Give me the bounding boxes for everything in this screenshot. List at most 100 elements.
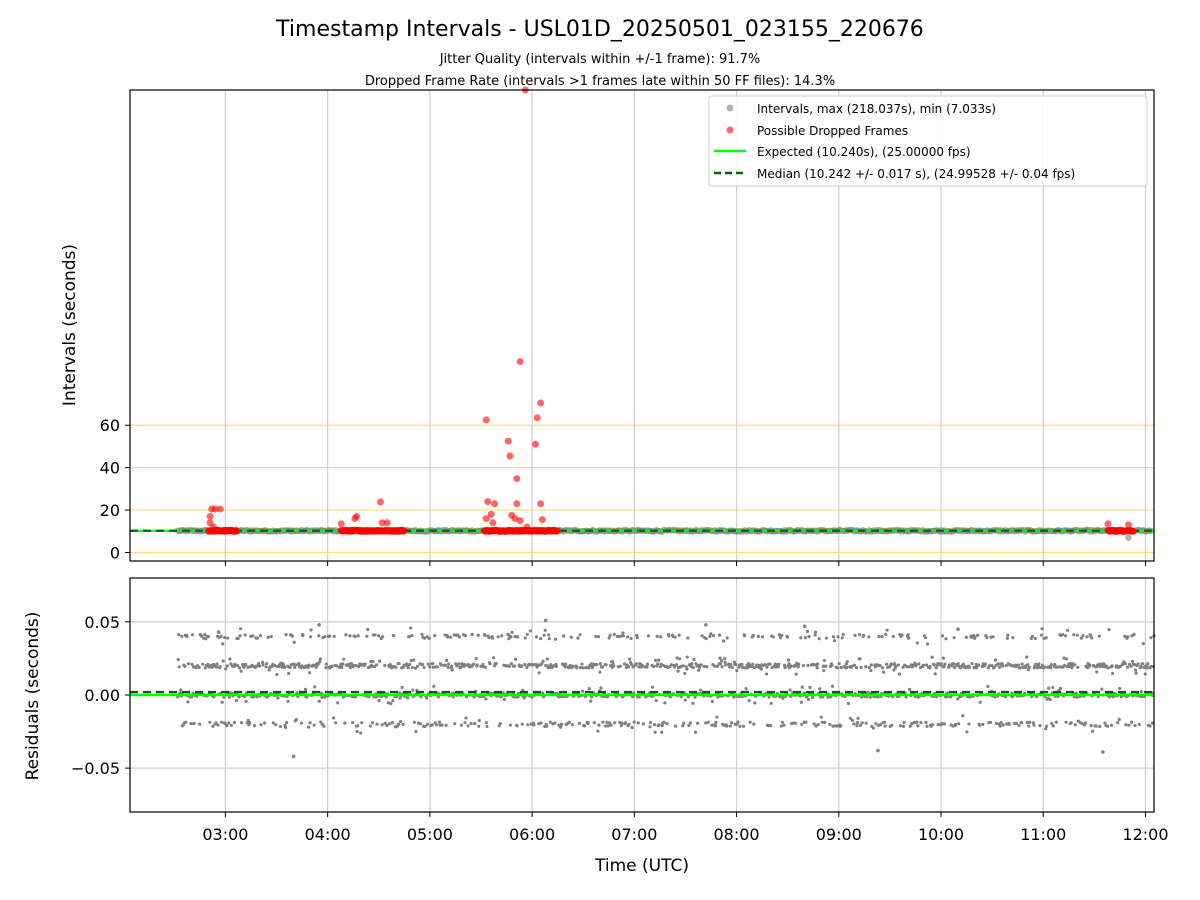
residual-point xyxy=(931,723,935,727)
residual-point xyxy=(299,721,304,725)
residual-point xyxy=(634,662,638,666)
residual-point xyxy=(426,722,430,726)
residual-point xyxy=(496,635,500,639)
residual-point xyxy=(1007,722,1011,726)
residual-point xyxy=(1125,665,1130,669)
residual-point xyxy=(1134,671,1138,675)
residual-point xyxy=(1145,666,1149,670)
residual-point xyxy=(747,699,751,703)
residual-point xyxy=(356,634,360,638)
residual-point xyxy=(341,662,345,666)
residual-point xyxy=(835,666,840,670)
chart-title: Timestamp Intervals - USL01D_20250501_02… xyxy=(275,17,924,42)
residual-point xyxy=(330,664,334,668)
residual-point xyxy=(956,697,960,701)
residual-point xyxy=(850,664,854,668)
residual-point xyxy=(477,724,481,728)
dropped-frame-point xyxy=(513,500,521,508)
residual-point xyxy=(418,722,423,726)
residual-point xyxy=(718,656,722,660)
residual-point xyxy=(629,636,633,641)
residual-point xyxy=(799,700,803,704)
residual-point xyxy=(807,635,811,639)
residual-point xyxy=(947,663,952,667)
residual-point xyxy=(877,634,881,639)
residual-point xyxy=(276,696,280,700)
residual-point xyxy=(218,664,222,669)
residual-point xyxy=(596,729,600,733)
residual-point xyxy=(964,635,969,639)
residual-point xyxy=(1038,665,1043,670)
residual-point xyxy=(375,722,379,726)
residual-point xyxy=(890,723,894,727)
residual-point xyxy=(846,701,850,706)
residual-point xyxy=(227,721,231,725)
residual-point xyxy=(320,695,324,699)
residual-point xyxy=(882,670,886,674)
residual-point xyxy=(408,662,412,667)
residual-point xyxy=(225,724,229,728)
dropped-frame-point xyxy=(1129,527,1137,535)
residual-point xyxy=(855,720,860,725)
residual-point xyxy=(1083,721,1088,725)
residual-point xyxy=(907,636,911,640)
residual-point xyxy=(983,662,987,666)
residual-point xyxy=(541,659,545,663)
residual-point xyxy=(943,662,947,666)
residual-point xyxy=(735,668,739,673)
residual-point xyxy=(314,665,318,669)
residual-point xyxy=(354,663,358,668)
residual-point xyxy=(431,665,435,669)
residual-point xyxy=(702,664,706,669)
residual-point xyxy=(897,672,902,676)
residual-point xyxy=(443,663,448,667)
residual-point xyxy=(975,666,979,670)
residual-point xyxy=(759,667,764,671)
residual-point xyxy=(641,664,645,668)
residual-point xyxy=(612,632,616,636)
residual-point xyxy=(823,720,827,724)
residual-point xyxy=(880,666,885,670)
residual-point xyxy=(559,722,564,726)
residual-point xyxy=(740,662,744,667)
residual-point xyxy=(1090,636,1094,640)
residual-point xyxy=(1032,723,1036,727)
dropped-frame-point xyxy=(211,505,219,513)
x-tick-label: 07:00 xyxy=(611,825,657,844)
residual-point xyxy=(965,730,969,734)
residual-point xyxy=(723,657,727,661)
residual-point xyxy=(683,698,687,702)
dropped-frame-point xyxy=(516,517,524,525)
residual-point xyxy=(934,666,938,670)
residual-point xyxy=(402,663,406,667)
residual-point xyxy=(413,666,417,670)
residual-point xyxy=(215,662,219,666)
residual-point xyxy=(543,628,547,632)
residual-point xyxy=(604,663,608,667)
residual-point xyxy=(227,695,231,699)
residual-point xyxy=(691,701,695,705)
residual-point xyxy=(420,632,424,637)
residual-point xyxy=(274,723,278,727)
residual-point xyxy=(725,636,729,640)
residual-point xyxy=(1107,628,1111,632)
residual-point xyxy=(813,633,817,637)
residuals-plot: −0.05 0.00 0.05 03:00 04:00 05:00 06:00 07:00 08… xyxy=(71,577,1169,844)
residual-point xyxy=(427,636,431,640)
x-tick-label: 06:00 xyxy=(509,825,555,844)
dropped-frame-point xyxy=(482,416,490,424)
residual-point xyxy=(868,695,872,699)
residual-point xyxy=(669,663,674,667)
residual-point xyxy=(201,662,205,666)
residual-point xyxy=(179,688,183,692)
residual-point xyxy=(569,635,573,639)
residual-point xyxy=(475,663,479,667)
residual-point xyxy=(598,662,603,666)
residual-point xyxy=(720,664,724,669)
residual-point xyxy=(880,635,884,639)
residual-point xyxy=(651,664,656,669)
residual-point xyxy=(852,722,856,726)
residual-point xyxy=(360,720,364,725)
residual-point xyxy=(815,666,819,670)
residual-point xyxy=(725,724,729,728)
